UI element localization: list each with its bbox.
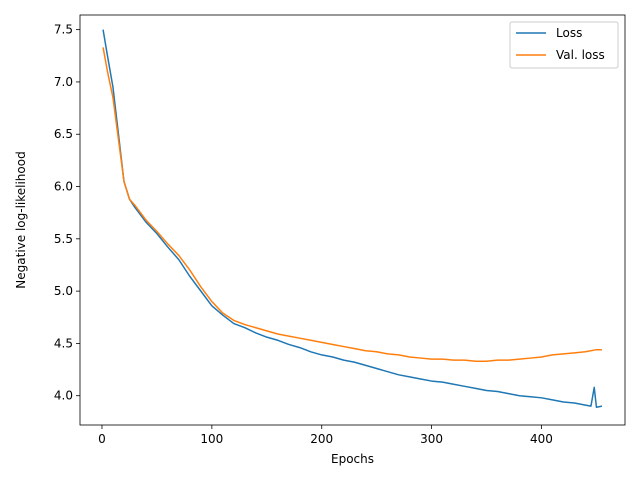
x-tick-label: 400 — [530, 432, 553, 446]
x-axis: 0 100 200 300 400 — [98, 425, 553, 446]
y-tick-label: 5.5 — [54, 232, 73, 246]
x-tick-label: 100 — [200, 432, 223, 446]
y-axis-title: Negative log-likelihood — [14, 151, 28, 288]
y-tick-label: 5.0 — [54, 284, 73, 298]
y-tick-label: 4.0 — [54, 389, 73, 403]
y-tick-label: 7.0 — [54, 75, 73, 89]
x-tick-label: 0 — [98, 432, 106, 446]
legend-label-val-loss: Val. loss — [556, 48, 605, 62]
legend-label-loss: Loss — [556, 26, 582, 40]
y-axis: 4.0 4.5 5.0 5.5 6.0 6.5 7.0 7.5 — [54, 23, 80, 403]
x-axis-title: Epochs — [331, 452, 374, 466]
x-tick-label: 300 — [420, 432, 443, 446]
y-tick-label: 6.0 — [54, 180, 73, 194]
y-tick-label: 7.5 — [54, 23, 73, 37]
x-tick-label: 200 — [310, 432, 333, 446]
series-line-val-loss — [102, 47, 602, 362]
series-layer — [102, 29, 603, 408]
y-tick-label: 6.5 — [54, 127, 73, 141]
series-line-loss — [102, 29, 603, 408]
plot-frame — [79, 14, 626, 426]
y-tick-label: 4.5 — [54, 336, 73, 350]
legend: Loss Val. loss — [509, 21, 619, 69]
